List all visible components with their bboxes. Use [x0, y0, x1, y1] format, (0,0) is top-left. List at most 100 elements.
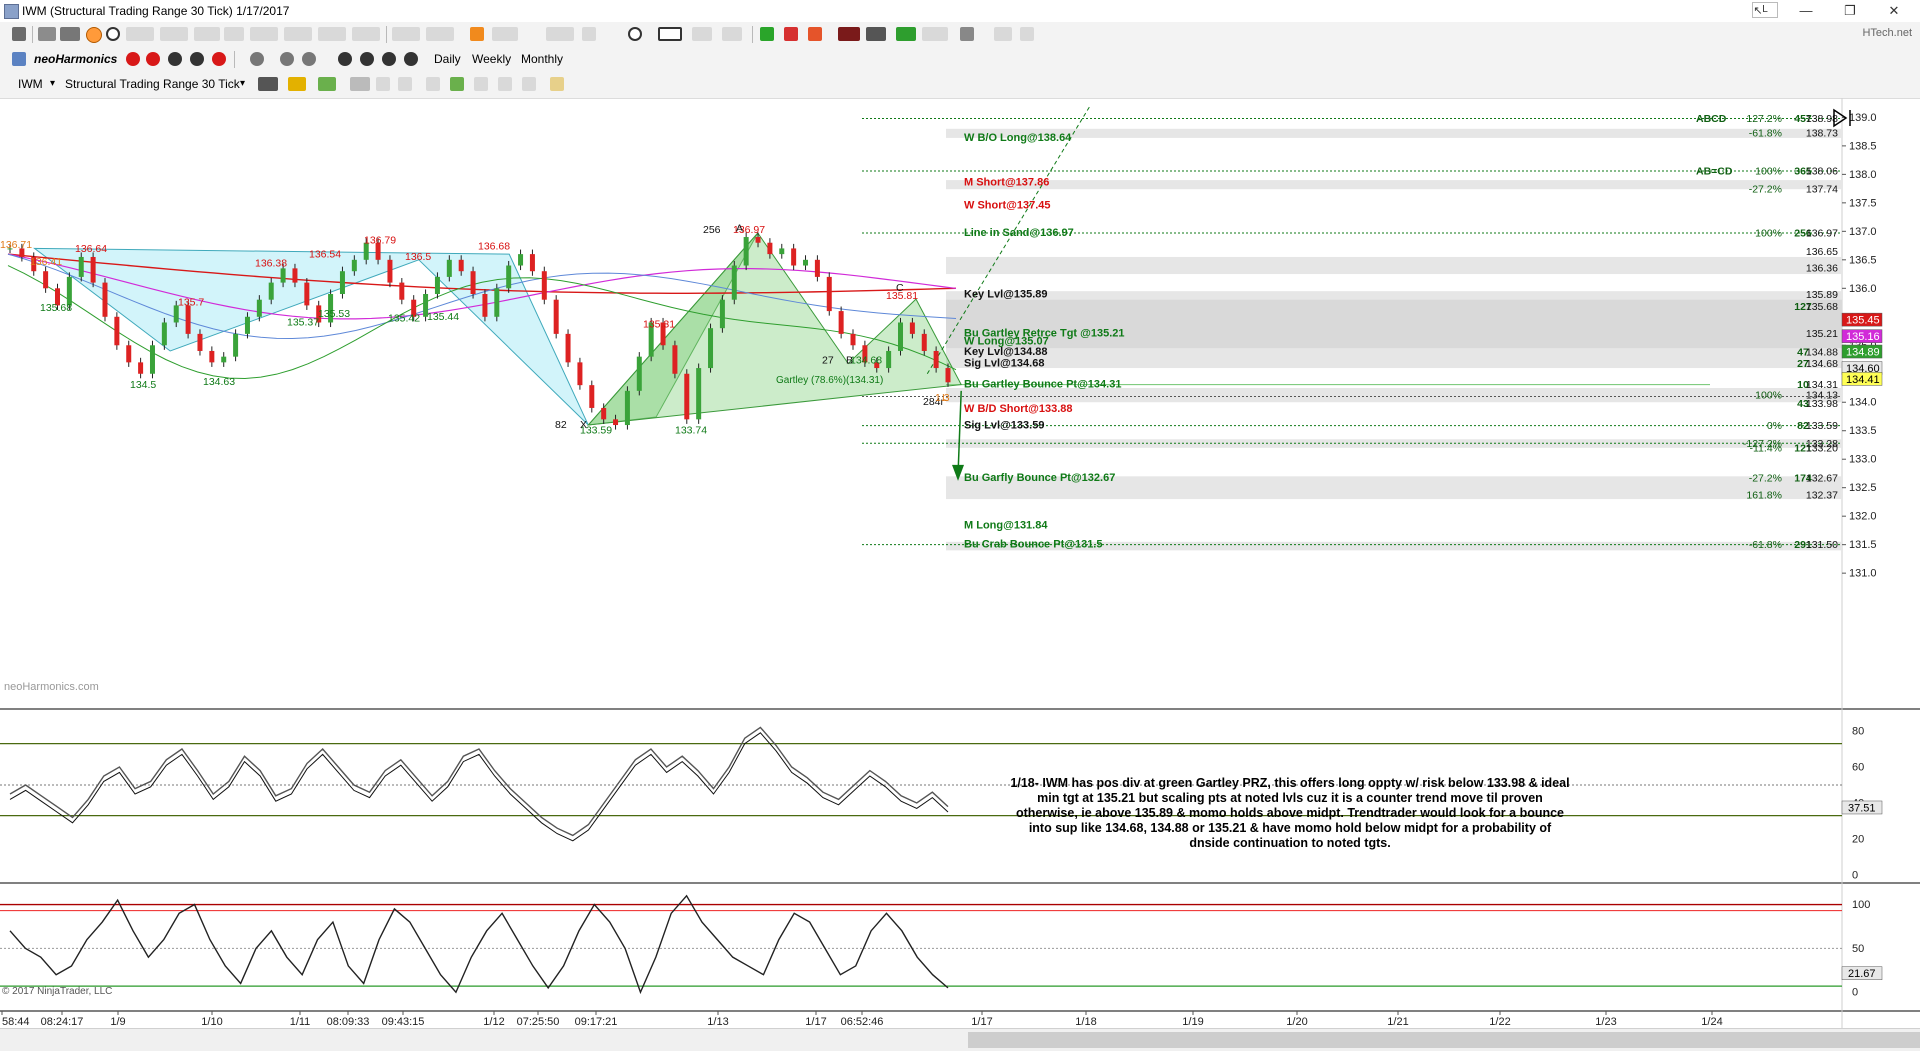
candle-body — [636, 356, 642, 391]
e-icon[interactable] — [146, 52, 160, 66]
h-icon[interactable] — [126, 52, 140, 66]
price-badge — [1841, 312, 1883, 327]
chevron-down-icon[interactable]: ▾ — [50, 78, 56, 89]
candle-body — [149, 345, 155, 374]
fib-extension-icon[interactable] — [492, 27, 518, 41]
chart-style-icon[interactable] — [60, 27, 80, 41]
candle-body — [874, 362, 880, 369]
properties-icon[interactable] — [450, 77, 464, 91]
tool-icon-4[interactable] — [338, 52, 352, 66]
stack-icon[interactable] — [922, 27, 948, 41]
eye-icon[interactable] — [106, 27, 120, 41]
tool-icon-7[interactable] — [404, 52, 418, 66]
cursor-icon[interactable] — [126, 27, 154, 41]
osc1-badge — [1841, 800, 1883, 815]
candle-body — [43, 271, 49, 289]
tool-icon-5[interactable] — [360, 52, 374, 66]
arrow-down-icon[interactable] — [784, 27, 798, 41]
lock-icon[interactable] — [960, 27, 974, 41]
global-crosshair-icon[interactable] — [194, 27, 220, 41]
price-chart[interactable]: W B/O Long@138.64 M Short@137.86 W Short@1… — [0, 98, 1920, 1028]
fib-value: 133.28 — [1806, 438, 1838, 450]
pencil-icon[interactable] — [550, 77, 564, 91]
osc1-line — [9, 726, 949, 837]
weekly-button[interactable]: Weekly — [472, 52, 512, 66]
candle-body — [898, 322, 904, 351]
candle-body — [696, 368, 702, 420]
ray-tool-icon[interactable] — [318, 27, 346, 41]
horizontal-scrollbar[interactable] — [0, 1028, 1920, 1051]
swing-label: 133.59 — [580, 425, 612, 437]
crosshair-icon[interactable] — [224, 27, 244, 41]
monthly-button[interactable]: Monthly — [521, 52, 564, 66]
risk-reward-icon[interactable] — [896, 27, 916, 41]
swing-label: L — [942, 392, 948, 404]
fib-pct: -27.2% — [1749, 473, 1782, 485]
zoom-icon[interactable] — [160, 27, 188, 41]
instrument-selector[interactable]: IWM — [18, 77, 43, 91]
maximize-icon[interactable]: ❐ — [1844, 3, 1856, 18]
play-icon[interactable] — [1020, 27, 1034, 41]
osc2-line — [9, 894, 949, 995]
candle-body — [921, 333, 927, 351]
line-tool-icon[interactable] — [250, 27, 278, 41]
fib-value: 134.68 — [1806, 358, 1838, 370]
zoom-in-icon[interactable] — [350, 77, 370, 91]
login-badge[interactable]: L — [1752, 2, 1778, 18]
drawing-objects-icon[interactable] — [318, 77, 336, 91]
n-icon[interactable] — [212, 52, 226, 66]
pitchfork-icon[interactable] — [546, 27, 574, 41]
arrow-right-icon[interactable] — [426, 27, 454, 41]
arrow-up-icon[interactable] — [760, 27, 774, 41]
chart-trader-icon[interactable] — [498, 77, 512, 91]
price-tick-label: 133.0 — [1849, 454, 1877, 466]
marker-icon[interactable] — [808, 27, 822, 41]
data-series-selector[interactable]: Structural Trading Range 30 Tick — [65, 77, 240, 91]
scale-icon[interactable] — [398, 77, 412, 91]
candle-body — [328, 294, 334, 323]
triangle-icon[interactable] — [692, 27, 712, 41]
fib-value: 131.50 — [1806, 539, 1838, 551]
price-tick-label: 133.5 — [1849, 425, 1877, 437]
zoom-out-icon[interactable] — [376, 77, 390, 91]
region-icon[interactable] — [838, 27, 860, 41]
tool-icon-2[interactable] — [280, 52, 294, 66]
d-icon[interactable] — [190, 52, 204, 66]
tool-icon-6[interactable] — [382, 52, 396, 66]
fib-name: AB=CD — [1696, 165, 1733, 177]
candle-body — [708, 328, 714, 369]
horizontal-line-icon[interactable] — [352, 27, 380, 41]
fibonacci-icon[interactable] — [470, 27, 484, 41]
pen-icon[interactable] — [582, 27, 596, 41]
data-box-icon[interactable] — [474, 77, 488, 91]
bar-type-icon[interactable] — [38, 27, 56, 41]
camera-icon[interactable] — [12, 27, 26, 41]
palette-icon[interactable] — [86, 27, 102, 43]
share-icon[interactable] — [522, 77, 536, 91]
fib-pct: -61.8% — [1749, 127, 1782, 139]
strategies-icon[interactable] — [288, 77, 306, 91]
candle-body — [363, 242, 369, 260]
chevron-down-icon[interactable]: ▾ — [240, 78, 246, 89]
tool-icon-3[interactable] — [302, 52, 316, 66]
level-zone — [946, 128, 1842, 138]
z-icon[interactable] — [168, 52, 182, 66]
ellipse-icon[interactable] — [628, 27, 642, 41]
daily-button[interactable]: Daily — [434, 52, 461, 66]
drawing-toolbar: HTech.net — [0, 22, 1920, 48]
indicators-icon[interactable] — [258, 77, 278, 91]
text-icon[interactable] — [866, 27, 886, 41]
rectangle-icon[interactable] — [658, 27, 682, 41]
scrollbar-thumb[interactable] — [968, 1032, 1920, 1048]
polygon-icon[interactable] — [722, 27, 742, 41]
tool-icon-1[interactable] — [250, 52, 264, 66]
link-icon[interactable] — [994, 27, 1012, 41]
minimize-icon[interactable]: — — [1799, 3, 1813, 18]
close-icon[interactable]: ✕ — [1888, 3, 1900, 18]
arrow-icon[interactable]: ↖ — [1753, 5, 1763, 17]
settings-icon[interactable] — [12, 52, 26, 66]
templates-icon[interactable] — [426, 77, 440, 91]
extended-line-icon[interactable] — [392, 27, 420, 41]
arrow-line-icon[interactable] — [284, 27, 312, 41]
